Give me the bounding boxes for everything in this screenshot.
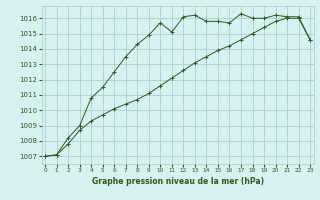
X-axis label: Graphe pression niveau de la mer (hPa): Graphe pression niveau de la mer (hPa) [92, 177, 264, 186]
